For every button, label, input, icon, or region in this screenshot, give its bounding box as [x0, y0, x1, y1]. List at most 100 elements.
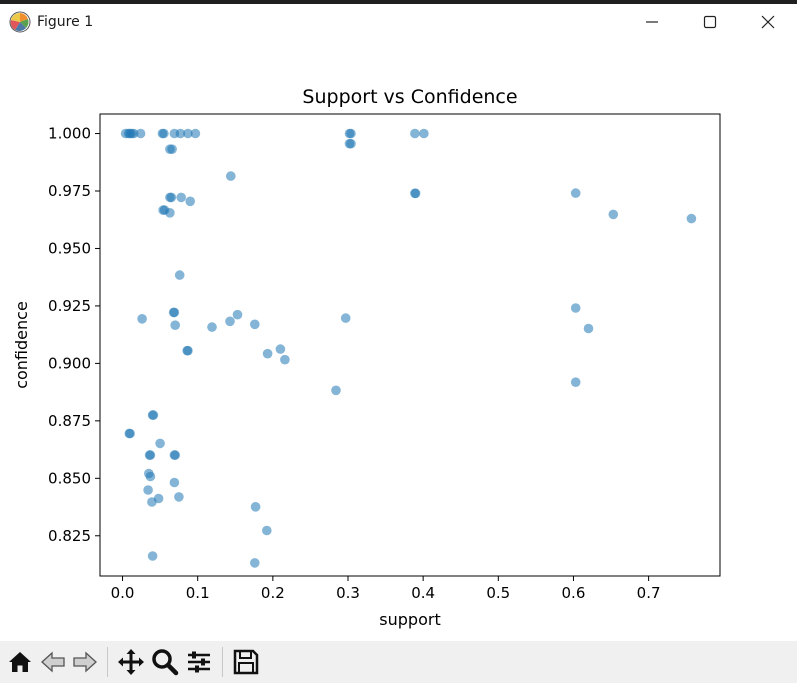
data-point	[170, 450, 180, 460]
matplotlib-icon	[9, 11, 31, 33]
back-button[interactable]	[37, 644, 69, 680]
points-layer	[120, 128, 697, 568]
data-point	[147, 551, 158, 561]
data-point	[331, 385, 341, 396]
data-point	[169, 307, 180, 318]
data-point	[174, 270, 185, 280]
data-point	[175, 128, 186, 139]
x-tick-label: 0.6	[562, 584, 586, 602]
y-tick-label: 1.000	[48, 125, 91, 143]
save-button[interactable]	[229, 644, 263, 680]
y-tick-label: 0.825	[48, 527, 91, 545]
data-point	[250, 502, 261, 512]
window-top-border	[0, 0, 797, 4]
x-tick-label: 0.3	[336, 584, 360, 602]
x-axis-label: support	[379, 610, 440, 629]
data-point	[190, 128, 201, 139]
data-point	[155, 438, 165, 449]
data-point	[686, 213, 697, 224]
data-point	[340, 313, 351, 323]
data-point	[410, 188, 421, 199]
maximize-icon	[703, 15, 717, 29]
data-point	[250, 319, 260, 330]
data-point	[167, 144, 177, 154]
navigation-toolbar	[0, 641, 797, 683]
figure-canvas[interactable]: Support vs Confidence 0.0 0.1 0.2 0.3 0.4 0.5…	[0, 40, 797, 641]
home-button[interactable]	[3, 644, 37, 680]
close-icon	[761, 15, 775, 29]
maximize-button[interactable]	[681, 4, 739, 40]
data-point	[346, 138, 356, 149]
configure-subplots-button[interactable]	[182, 644, 216, 680]
x-tick-label: 0.1	[186, 584, 210, 602]
data-point	[183, 345, 193, 356]
toolbar-separator	[222, 647, 223, 677]
scatter-chart: Support vs Confidence 0.0 0.1 0.2 0.3 0.4 0.5…	[12, 86, 721, 629]
minimize-icon	[646, 21, 658, 23]
data-point	[570, 377, 581, 388]
data-point	[207, 322, 217, 332]
toolbar-separator	[107, 647, 108, 677]
data-point	[410, 128, 420, 139]
data-point	[137, 314, 147, 324]
data-point	[165, 208, 175, 218]
data-point	[346, 128, 356, 139]
y-tick-label: 0.850	[48, 469, 91, 487]
data-point	[170, 320, 180, 331]
x-axis-ticks: 0.0 0.1 0.2 0.3 0.4 0.5 0.6 0.7	[111, 576, 661, 602]
y-tick-label: 0.875	[48, 412, 91, 430]
data-point	[129, 128, 139, 139]
data-point	[583, 323, 594, 334]
close-button[interactable]	[739, 4, 797, 40]
y-axis-label: confidence	[12, 301, 31, 389]
data-point	[135, 128, 146, 139]
x-tick-label: 0.2	[261, 584, 285, 602]
zoom-button[interactable]	[148, 644, 182, 680]
chart-title: Support vs Confidence	[302, 86, 517, 108]
data-point	[280, 354, 290, 365]
y-tick-label: 0.925	[48, 297, 91, 315]
home-icon	[9, 652, 31, 672]
title-bar: Figure 1	[0, 4, 797, 40]
y-tick-label: 0.975	[48, 182, 91, 200]
back-icon	[41, 651, 65, 673]
data-point	[570, 188, 581, 198]
forward-button[interactable]	[69, 644, 101, 680]
data-point	[226, 171, 236, 181]
data-point	[166, 192, 177, 203]
data-point	[419, 128, 429, 139]
zoom-icon	[152, 649, 179, 676]
forward-icon	[73, 651, 97, 673]
data-point	[176, 192, 186, 203]
window-title: Figure 1	[37, 14, 94, 30]
data-point	[174, 492, 184, 502]
data-point	[225, 316, 235, 327]
data-point	[250, 558, 260, 568]
data-point	[159, 128, 169, 139]
data-point	[169, 477, 180, 488]
save-icon	[233, 649, 259, 675]
data-point	[185, 196, 195, 207]
minimize-button[interactable]	[623, 4, 681, 40]
x-tick-label: 0.5	[486, 584, 510, 602]
x-tick-label: 0.7	[637, 584, 661, 602]
data-point	[183, 128, 193, 139]
axes-frame	[99, 113, 721, 577]
data-point	[153, 493, 164, 504]
data-point	[143, 485, 153, 495]
data-point	[125, 428, 135, 439]
data-point	[570, 303, 581, 313]
pan-icon	[118, 649, 144, 675]
configure-subplots-icon	[188, 651, 210, 673]
data-point	[145, 471, 156, 482]
y-axis-ticks: 0.825 0.850 0.875 0.900 0.925 0.950 0.975 1.000	[48, 125, 100, 545]
data-point	[275, 344, 286, 354]
data-point	[145, 450, 156, 460]
x-tick-label: 0.4	[411, 584, 435, 602]
data-point	[262, 348, 273, 359]
data-point	[608, 209, 619, 220]
data-point	[148, 410, 159, 420]
pan-button[interactable]	[114, 644, 148, 680]
y-tick-label: 0.900	[48, 354, 91, 372]
y-tick-label: 0.950	[48, 239, 91, 257]
